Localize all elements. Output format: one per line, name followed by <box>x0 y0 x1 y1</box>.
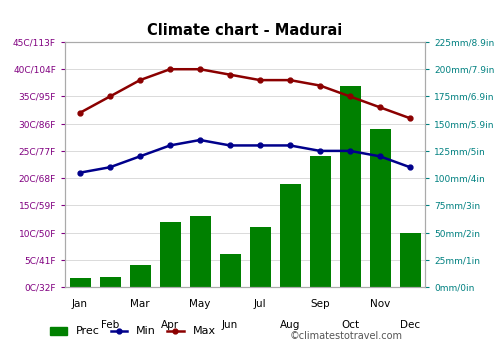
Bar <box>310 156 330 287</box>
Title: Climate chart - Madurai: Climate chart - Madurai <box>148 23 342 38</box>
Text: Feb: Feb <box>101 320 119 330</box>
Text: ©climatestotravel.com: ©climatestotravel.com <box>290 331 403 341</box>
Bar <box>190 216 210 287</box>
Text: Jul: Jul <box>254 299 266 309</box>
Text: Dec: Dec <box>400 320 420 330</box>
Text: Jan: Jan <box>72 299 88 309</box>
Text: Mar: Mar <box>130 299 150 309</box>
Bar <box>340 85 360 287</box>
Text: Apr: Apr <box>161 320 179 330</box>
Text: Aug: Aug <box>280 320 300 330</box>
Bar <box>160 222 180 287</box>
Text: Nov: Nov <box>370 299 390 309</box>
Bar <box>100 277 120 287</box>
Bar <box>400 232 420 287</box>
Text: May: May <box>190 299 210 309</box>
Text: Oct: Oct <box>341 320 359 330</box>
Bar <box>70 278 90 287</box>
Bar <box>370 129 390 287</box>
Bar <box>220 254 240 287</box>
Text: Jun: Jun <box>222 320 238 330</box>
Bar <box>250 227 270 287</box>
Bar <box>130 265 150 287</box>
Bar <box>280 183 300 287</box>
Text: Sep: Sep <box>310 299 330 309</box>
Legend: Prec, Min, Max: Prec, Min, Max <box>46 322 220 341</box>
